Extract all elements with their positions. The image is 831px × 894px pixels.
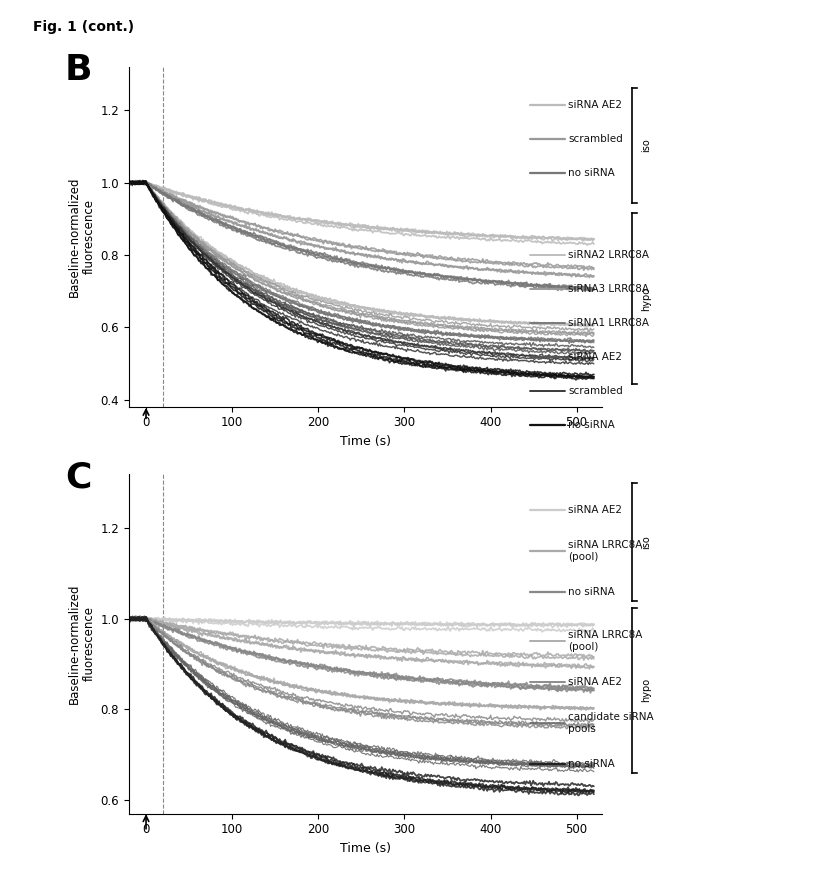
Text: no siRNA: no siRNA	[568, 759, 615, 770]
X-axis label: Time (s): Time (s)	[340, 842, 391, 855]
Text: hypo: hypo	[641, 679, 651, 702]
Text: siRNA AE2: siRNA AE2	[568, 351, 622, 362]
Text: siRNA AE2: siRNA AE2	[568, 504, 622, 515]
Y-axis label: Baseline-normalized
fluorescence: Baseline-normalized fluorescence	[68, 584, 96, 704]
Text: siRNA AE2: siRNA AE2	[568, 677, 622, 687]
Text: Fig. 1 (cont.): Fig. 1 (cont.)	[33, 20, 135, 34]
Text: scrambled: scrambled	[568, 385, 623, 396]
X-axis label: Time (s): Time (s)	[340, 435, 391, 448]
Text: C: C	[65, 460, 91, 494]
Y-axis label: Baseline-normalized
fluorescence: Baseline-normalized fluorescence	[68, 177, 96, 297]
Text: scrambled: scrambled	[568, 134, 623, 145]
Text: iso: iso	[641, 138, 651, 152]
Text: B: B	[65, 54, 92, 88]
Text: siRNA AE2: siRNA AE2	[568, 100, 622, 111]
Text: siRNA1 LRRC8A: siRNA1 LRRC8A	[568, 317, 649, 328]
Text: iso: iso	[641, 535, 651, 549]
Text: no siRNA: no siRNA	[568, 586, 615, 597]
Text: siRNA2 LRRC8A: siRNA2 LRRC8A	[568, 249, 649, 260]
Text: siRNA3 LRRC8A: siRNA3 LRRC8A	[568, 283, 649, 294]
Text: siRNA LRRC8A
(pool): siRNA LRRC8A (pool)	[568, 540, 643, 561]
Text: no siRNA: no siRNA	[568, 168, 615, 179]
Text: hypo: hypo	[641, 287, 651, 310]
Text: candidate siRNA
pools: candidate siRNA pools	[568, 713, 654, 734]
Text: siRNA LRRC8A
(pool): siRNA LRRC8A (pool)	[568, 630, 643, 652]
Text: no siRNA: no siRNA	[568, 419, 615, 430]
